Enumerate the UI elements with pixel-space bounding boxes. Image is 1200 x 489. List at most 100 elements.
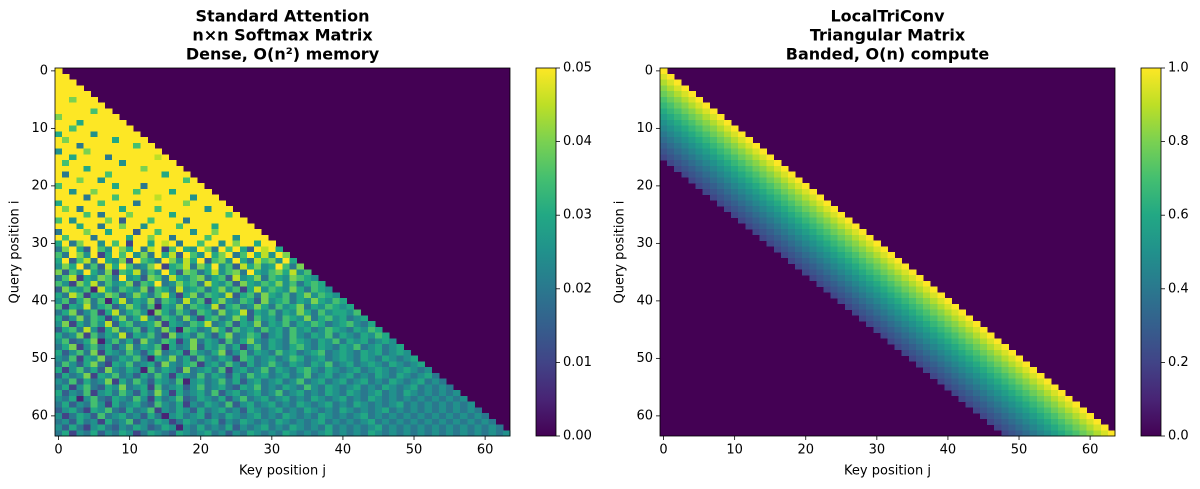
cell xyxy=(268,280,276,287)
cell xyxy=(795,234,803,241)
cell xyxy=(1015,413,1023,420)
cell xyxy=(62,234,70,241)
cell xyxy=(126,171,134,178)
cell xyxy=(979,384,988,391)
cell xyxy=(474,407,482,414)
cell xyxy=(346,355,354,362)
cell xyxy=(182,303,191,310)
cell xyxy=(175,315,184,322)
cell xyxy=(126,378,134,385)
cell xyxy=(972,332,981,339)
cell xyxy=(275,367,283,374)
cell xyxy=(866,240,874,247)
cell xyxy=(410,407,418,414)
cell xyxy=(126,275,134,282)
cell xyxy=(958,349,967,356)
cell xyxy=(1001,424,1009,431)
cell xyxy=(182,234,191,241)
cell xyxy=(282,326,291,333)
cell xyxy=(766,188,775,195)
cell xyxy=(190,315,198,322)
cell xyxy=(246,401,255,408)
cell xyxy=(915,315,924,322)
cell xyxy=(55,413,63,420)
cell xyxy=(126,332,134,339)
cell xyxy=(930,332,938,339)
cell xyxy=(866,263,874,270)
cell xyxy=(268,395,276,402)
cell xyxy=(1001,418,1009,425)
cell xyxy=(197,229,205,236)
cell xyxy=(62,326,70,333)
cell xyxy=(837,280,846,287)
cell xyxy=(204,200,212,207)
cell xyxy=(467,413,475,420)
cell xyxy=(104,165,113,172)
cell xyxy=(154,280,163,287)
cell xyxy=(1036,430,1045,437)
cell xyxy=(76,424,84,431)
cell xyxy=(780,252,789,259)
cell xyxy=(182,263,191,270)
cell xyxy=(140,367,148,374)
cell xyxy=(147,217,155,224)
cell xyxy=(994,395,1002,402)
y-tick-label: 40 xyxy=(636,293,653,308)
cell xyxy=(182,395,191,402)
cell xyxy=(69,292,77,299)
cell xyxy=(76,234,84,241)
cell xyxy=(780,194,789,201)
cell xyxy=(303,269,312,276)
cell xyxy=(55,206,63,213)
cell xyxy=(111,424,120,431)
cell xyxy=(745,148,753,155)
cell xyxy=(901,303,910,310)
cell xyxy=(1072,401,1080,408)
cell xyxy=(147,372,155,379)
cell xyxy=(97,102,106,109)
cell xyxy=(410,418,418,425)
cell xyxy=(702,142,711,149)
cell xyxy=(1086,424,1095,431)
cell xyxy=(1022,378,1031,385)
cell xyxy=(76,286,84,293)
cell xyxy=(246,361,255,368)
cell xyxy=(246,344,255,351)
cell xyxy=(310,413,319,420)
cell xyxy=(254,234,262,241)
cell xyxy=(823,286,832,293)
cell xyxy=(225,367,234,374)
cell xyxy=(204,326,212,333)
cell xyxy=(282,344,291,351)
cell xyxy=(1093,430,1102,437)
cell xyxy=(182,401,191,408)
cell xyxy=(118,160,127,167)
cell xyxy=(246,424,255,431)
cell xyxy=(261,298,269,305)
cell xyxy=(69,372,77,379)
cell xyxy=(688,96,696,103)
cell xyxy=(417,384,426,391)
cell xyxy=(930,286,938,293)
cell xyxy=(731,200,739,207)
cell xyxy=(965,384,974,391)
cell xyxy=(104,229,113,236)
cell xyxy=(866,298,874,305)
cell xyxy=(353,395,362,402)
cell xyxy=(296,286,305,293)
cell xyxy=(133,395,141,402)
cell xyxy=(766,211,775,218)
cell xyxy=(965,361,974,368)
cell xyxy=(431,372,440,379)
cell xyxy=(716,142,725,149)
cell xyxy=(104,200,113,207)
cell xyxy=(83,246,91,253)
cell xyxy=(268,269,276,276)
cell xyxy=(225,413,234,420)
cell xyxy=(90,349,99,356)
cell xyxy=(69,125,77,132)
cell xyxy=(218,275,227,282)
cell xyxy=(161,303,170,310)
cell xyxy=(225,298,234,305)
cell xyxy=(69,315,77,322)
